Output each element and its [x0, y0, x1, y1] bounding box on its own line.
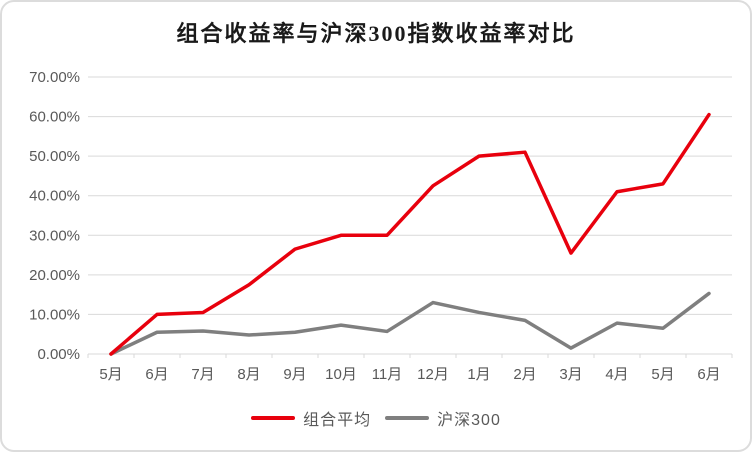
- portfolio-line-swatch: [251, 416, 296, 420]
- x-axis-label: 1月: [467, 366, 490, 383]
- x-axis-label: 2月: [513, 366, 536, 383]
- x-axis-label: 10月: [325, 366, 357, 383]
- chart-legend: 组合平均 沪深300: [2, 406, 750, 430]
- y-axis-label: 0.00%: [37, 346, 80, 363]
- x-axis-label: 6月: [697, 366, 720, 383]
- legend-label-portfolio: 组合平均: [303, 412, 372, 429]
- x-axis-label: 4月: [605, 366, 628, 383]
- x-axis-label: 9月: [283, 366, 306, 383]
- x-axis-label: 5月: [99, 366, 122, 383]
- x-axis-label: 7月: [191, 366, 214, 383]
- x-axis-label: 6月: [145, 366, 168, 383]
- y-axis-label: 30.00%: [29, 227, 80, 244]
- y-axis-label: 50.00%: [29, 148, 80, 165]
- y-axis-label: 40.00%: [29, 188, 80, 205]
- y-axis-label: 60.00%: [29, 109, 80, 126]
- x-axis-label: 8月: [237, 366, 260, 383]
- chart-title: 组合收益率与沪深300指数收益率对比: [176, 21, 576, 46]
- series-line-csi300: [109, 291, 711, 356]
- x-axis-label: 5月: [651, 366, 674, 383]
- csi300-line-swatch: [385, 416, 430, 420]
- y-axis-label: 70.00%: [29, 69, 80, 86]
- y-axis-label: 10.00%: [29, 306, 80, 323]
- legend-item-csi300: 沪深300: [385, 406, 501, 430]
- legend-label-csi300: 沪深300: [437, 412, 501, 429]
- y-axis-label: 20.00%: [29, 267, 80, 284]
- x-axis-label: 12月: [417, 366, 449, 383]
- legend-item-portfolio: 组合平均: [251, 406, 371, 430]
- x-axis-label: 3月: [559, 366, 582, 383]
- x-axis-label: 11月: [372, 366, 403, 383]
- series-line-portfolio: [109, 112, 711, 356]
